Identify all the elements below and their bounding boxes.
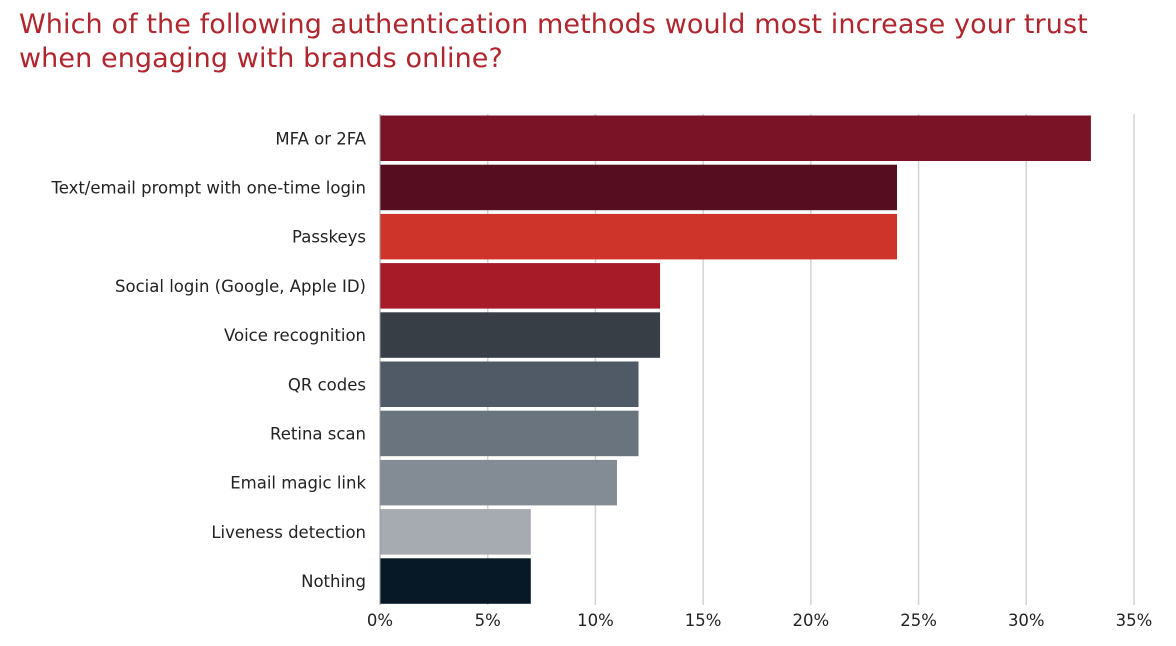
bar	[380, 410, 639, 457]
x-axis-ticks: 0% 5% 10% 15% 20% 25% 30% 35%	[367, 611, 1152, 630]
x-tick-label: 30%	[1008, 611, 1045, 630]
category-label: QR codes	[288, 375, 366, 394]
bar	[380, 213, 898, 260]
bar	[380, 558, 531, 604]
bar	[380, 361, 639, 407]
chart-title-line-1: Which of the following authentication me…	[19, 9, 1088, 40]
category-labels: MFA or 2FA Text/email prompt with one-tim…	[50, 129, 366, 591]
category-label: MFA or 2FA	[275, 129, 366, 148]
bar	[380, 459, 617, 506]
x-tick-label: 0%	[367, 611, 393, 630]
category-label: Nothing	[301, 572, 366, 591]
x-tick-label: 20%	[793, 611, 830, 630]
bar	[380, 509, 531, 555]
category-label: Liveness detection	[211, 523, 366, 542]
chart-title: Which of the following authentication me…	[19, 8, 1159, 76]
bar	[380, 164, 898, 211]
category-label: Email magic link	[230, 474, 366, 493]
bar	[380, 263, 661, 309]
bars	[379, 114, 1091, 605]
x-tick-label: 25%	[900, 611, 937, 630]
bar	[380, 115, 1091, 161]
x-tick-label: 15%	[685, 611, 722, 630]
x-tick-label: 5%	[475, 611, 501, 630]
category-label: Voice recognition	[224, 326, 366, 345]
chart-title-line-2: when engaging with brands online?	[19, 43, 503, 74]
x-tick-label: 35%	[1116, 611, 1153, 630]
category-label: Social login (Google, Apple ID)	[115, 277, 366, 296]
category-label: Retina scan	[270, 424, 366, 443]
category-label: Passkeys	[292, 228, 366, 247]
category-label: Text/email prompt with one-time login	[50, 178, 366, 197]
bar	[380, 312, 661, 358]
x-tick-label: 10%	[577, 611, 614, 630]
